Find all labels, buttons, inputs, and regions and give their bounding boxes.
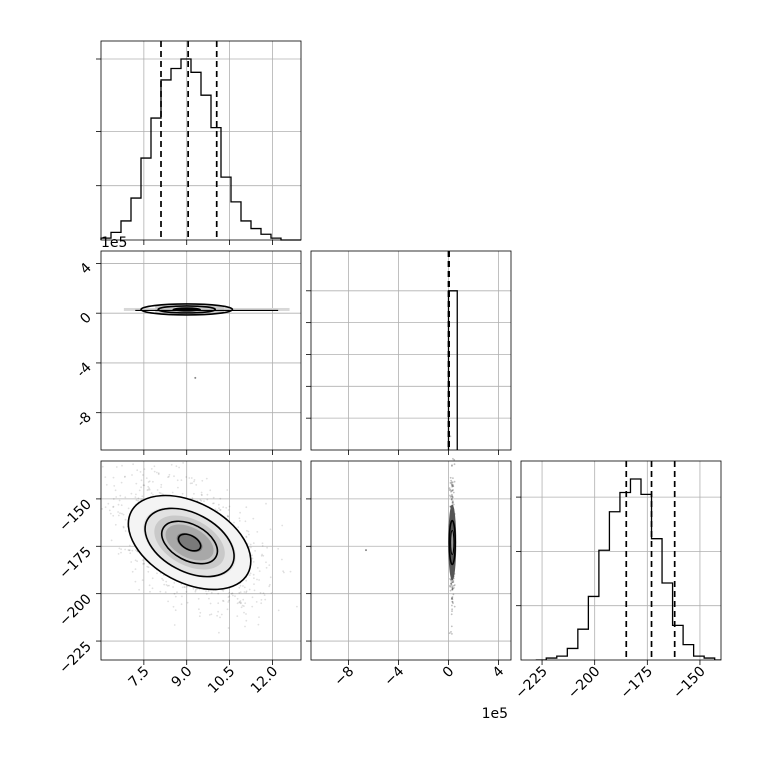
scatter-p1-p2-y-offset: 1e5	[101, 235, 127, 251]
scatter-p1-p3-ytick-label: −150	[56, 496, 95, 535]
hist-p3-step	[535, 478, 721, 660]
scatter-p1-p2-ytick-label: 0	[77, 310, 95, 328]
hist-p1-grid	[101, 41, 301, 240]
hist-p2-frame	[310, 250, 512, 451]
hist-p3-xtick-label: −225	[512, 664, 551, 703]
hist-p2-grid	[311, 251, 511, 450]
hist-p1-frame	[100, 40, 302, 241]
hist-p1-step	[100, 58, 301, 241]
scatter-p2-p3-xtick-label: −8	[331, 664, 357, 690]
hist-p3-xtick-label: −175	[618, 664, 657, 703]
hist-p3-frame	[520, 460, 722, 661]
scatter-p2-p3-contour	[448, 519, 457, 566]
scatter-p1-p2-ytick-label: -4	[74, 359, 95, 380]
scatter-p1-p3-xtick-label: 9.0	[168, 664, 195, 691]
scatter-p1-p3-ytick-label: −225	[56, 639, 95, 678]
scatter-p2-p3-x-offset: 1e5	[482, 706, 508, 722]
scatter-p1-p2-outlier	[194, 376, 197, 379]
scatter-p1-p3-xtick-label: 12.0	[248, 664, 281, 697]
scatter-p1-p3-contour	[127, 494, 252, 591]
scatter-p2-p3-xtick-label: 4	[490, 663, 508, 681]
scatter-p1-p3-xtick-label: 7.5	[126, 664, 153, 691]
hist-p3-grid	[521, 461, 721, 660]
scatter-p2-p3-grid	[311, 461, 511, 660]
scatter-p2-p3-outlier	[365, 549, 367, 552]
scatter-p1-p2-contour	[157, 305, 217, 314]
scatter-p2-p3-xtick-label: −4	[381, 663, 407, 689]
hist-p3-xtick-label: −200	[565, 664, 604, 703]
scatter-p1-p3-contour	[160, 520, 219, 565]
scatter-p1-p2-ytick-label: -8	[74, 409, 95, 430]
scatter-p1-p3-ytick-label: −175	[56, 544, 95, 583]
scatter-p1-p2-ytick-label: 4	[77, 260, 95, 278]
scatter-p1-p3-xtick-label: 10.5	[205, 664, 238, 697]
scatter-p1-p2-grid	[101, 251, 301, 450]
scatter-p1-p3-contour	[144, 507, 235, 578]
scatter-p2-p3-core	[450, 529, 455, 555]
scatter-p1-p2-contour	[140, 303, 234, 316]
scatter-p1-p3-contour	[177, 533, 202, 552]
scatter-p1-p3-ytick-label: −200	[56, 591, 95, 630]
scatter-p1-p3-frame	[100, 460, 302, 661]
hist-p3-xtick-label: −150	[670, 664, 709, 703]
scatter-p2-p3-xtick-label: 0	[440, 664, 458, 682]
hist-p2-step	[447, 290, 458, 450]
scatter-p2-p3-frame	[310, 460, 512, 661]
scatter-p1-p2-frame	[100, 250, 302, 451]
